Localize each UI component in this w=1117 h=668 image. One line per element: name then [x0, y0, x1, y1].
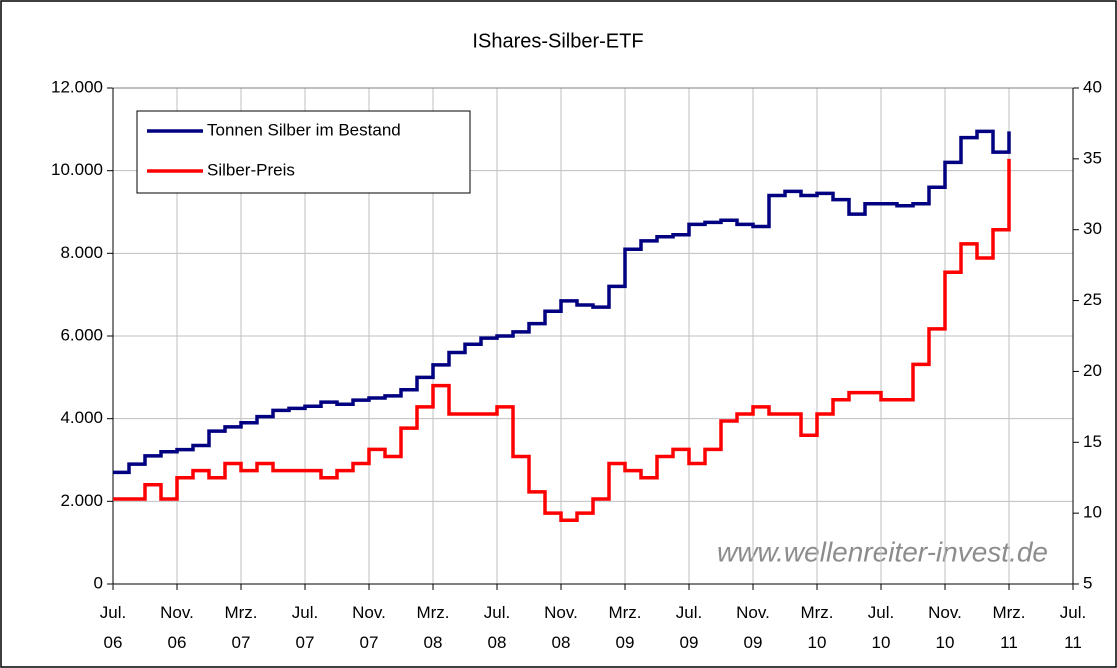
y2-tick-label: 35 — [1083, 148, 1102, 167]
x-tick-label-line: 06 — [104, 633, 123, 652]
watermark: www.wellenreiter-invest.de — [717, 536, 1048, 567]
x-tick-label: Mrz. 10 — [800, 603, 833, 652]
x-tick-label-line: 10 — [808, 633, 827, 652]
x-tick-label: Jul. 07 — [292, 603, 318, 652]
x-tick-label-line: Nov. — [736, 603, 770, 622]
y-tick-label: 12.000 — [51, 77, 103, 96]
x-tick-label-line: 08 — [552, 633, 571, 652]
legend-label: Tonnen Silber im Bestand — [207, 120, 401, 139]
x-tick-label-line: 10 — [936, 633, 955, 652]
x-tick-label-line: Mrz. — [416, 603, 449, 622]
x-tick-label-line: Jul. — [1060, 603, 1086, 622]
y-tick-label: 0 — [94, 573, 103, 592]
x-tick-label-line: 10 — [872, 633, 891, 652]
x-tick-label-line: 07 — [360, 633, 379, 652]
y2-tick-label: 5 — [1083, 573, 1092, 592]
x-tick-label-line: 07 — [296, 633, 315, 652]
x-tick-label-line: Jul. — [484, 603, 510, 622]
x-tick-label-line: Mrz. — [224, 603, 257, 622]
legend-box — [136, 110, 471, 194]
x-tick-label: Nov. 08 — [544, 603, 578, 652]
x-tick-label-line: 08 — [424, 633, 443, 652]
x-tick-label: Jul. 11 — [1060, 603, 1086, 652]
x-tick-label-line: 09 — [744, 633, 763, 652]
series-line — [113, 158, 1011, 522]
x-tick-label-line: Jul. — [292, 603, 318, 622]
x-tick-label-line: Nov. — [544, 603, 578, 622]
y-tick-label: 8.000 — [60, 243, 103, 262]
x-tick-label-line: Jul. — [100, 603, 126, 622]
y2-tick-label: 30 — [1083, 219, 1102, 238]
x-tick-label: Jul. 06 — [100, 603, 126, 652]
x-tick-label: Nov. 06 — [160, 603, 194, 652]
series-line — [113, 129, 1011, 475]
x-tick-label-line: 09 — [680, 633, 699, 652]
y2-tick-label: 15 — [1083, 432, 1102, 451]
x-tick-label: Nov. 10 — [928, 603, 962, 652]
x-tick-label-line: Nov. — [160, 603, 194, 622]
x-tick-label-line: Mrz. — [608, 603, 641, 622]
x-tick-label-line: 06 — [168, 633, 187, 652]
x-tick-label-line: 08 — [488, 633, 507, 652]
x-tick-label-line: 11 — [1000, 633, 1018, 652]
y-tick-label: 2.000 — [60, 491, 103, 510]
x-tick-label-line: Jul. — [676, 603, 702, 622]
y-tick-label: 4.000 — [60, 408, 103, 427]
y2-tick-label: 10 — [1083, 503, 1102, 522]
x-tick-label: Nov. 09 — [736, 603, 770, 652]
x-tick-label: Mrz. 08 — [416, 603, 449, 652]
y-tick-label: 10.000 — [51, 160, 103, 179]
y2-tick-label: 25 — [1083, 290, 1102, 309]
chart-title: IShares-Silber-ETF — [472, 30, 643, 52]
x-tick-label-line: 09 — [616, 633, 635, 652]
x-tick-label-line: Mrz. — [992, 603, 1025, 622]
x-tick-label: Jul. 09 — [676, 603, 702, 652]
x-tick-label-line: Nov. — [928, 603, 962, 622]
x-tick-label-line: Mrz. — [800, 603, 833, 622]
legend-label: Silber-Preis — [207, 160, 295, 179]
y2-tick-label: 20 — [1083, 361, 1102, 380]
x-tick-label-line: Nov. — [352, 603, 386, 622]
x-tick-label: Jul. 08 — [484, 603, 510, 652]
x-tick-label-line: Jul. — [868, 603, 894, 622]
x-tick-label: Jul. 10 — [868, 603, 894, 652]
x-tick-label: Mrz. 09 — [608, 603, 641, 652]
x-tick-label: Mrz. 11 — [992, 603, 1025, 652]
x-tick-label-line: 07 — [232, 633, 251, 652]
x-tick-label: Mrz. 07 — [224, 603, 257, 652]
x-tick-label-line: 11 — [1064, 633, 1082, 652]
x-tick-label: Nov. 07 — [352, 603, 386, 652]
y2-tick-label: 40 — [1083, 77, 1102, 96]
y-tick-label: 6.000 — [60, 325, 103, 344]
